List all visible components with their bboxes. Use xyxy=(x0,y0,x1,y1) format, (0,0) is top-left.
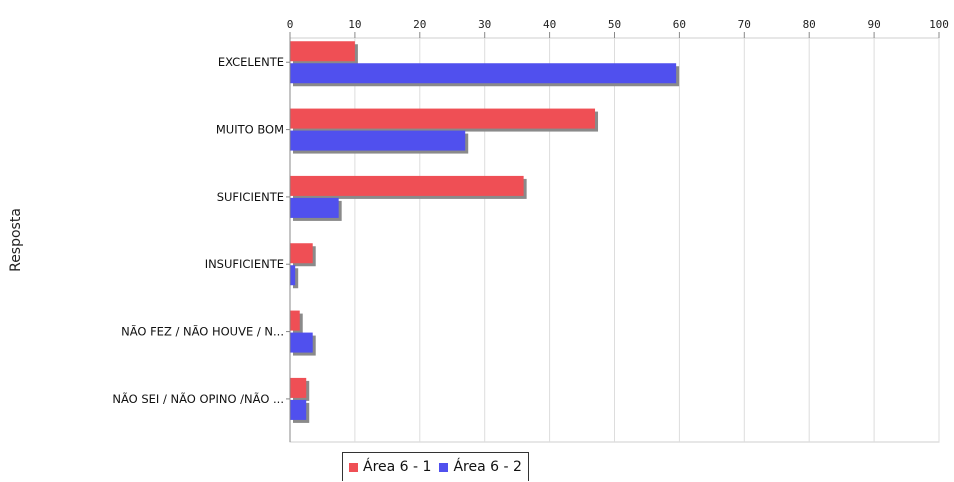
x-tick-label: 20 xyxy=(413,18,426,31)
category-label: INSUFICIENTE xyxy=(205,257,284,271)
category-label: EXCELENTE xyxy=(218,55,284,69)
x-tick-label: 40 xyxy=(543,18,556,31)
x-tick-label: 0 xyxy=(287,18,294,31)
y-axis-categories: EXCELENTE MUITO BOM SUFICIENTE INSUFICIENTE… xyxy=(112,55,290,406)
legend-swatch-series-2 xyxy=(439,462,449,472)
bar-series-2 xyxy=(290,332,313,353)
x-tick-label: 50 xyxy=(608,18,621,31)
bar-series-2 xyxy=(290,265,296,286)
y-axis-label: Resposta xyxy=(8,208,24,272)
x-tick-label: 70 xyxy=(738,18,751,31)
x-tick-label: 80 xyxy=(803,18,816,31)
bar-series-2 xyxy=(290,399,307,420)
legend-label-series-2: Área 6 - 2 xyxy=(453,459,522,475)
bar-series-1 xyxy=(290,243,313,264)
x-tick-label: 90 xyxy=(867,18,880,31)
bar-series-1 xyxy=(290,41,355,62)
bar-shadow xyxy=(293,268,299,289)
grid-lines xyxy=(354,38,940,442)
legend: Área 6 - 1 Área 6 - 2 xyxy=(342,452,529,481)
legend-label-series-1: Área 6 - 1 xyxy=(363,459,432,475)
bar-series-2 xyxy=(290,63,677,84)
bar-series-1 xyxy=(290,310,300,331)
bar-series-1 xyxy=(290,377,307,398)
bar-series-2 xyxy=(290,130,466,151)
legend-swatch-series-1 xyxy=(349,462,358,472)
bar-series-1 xyxy=(290,108,596,129)
x-tick-label: 60 xyxy=(673,18,686,31)
legend-item-series-1: Área 6 - 1 xyxy=(349,459,431,475)
x-tick-label: 10 xyxy=(348,18,361,31)
bar-series-2 xyxy=(290,197,339,218)
bars xyxy=(290,41,680,423)
bar-series-1 xyxy=(290,175,524,196)
category-label: NÃO SEI / NÃO OPINO /NÃO ... xyxy=(112,391,284,406)
category-label: SUFICIENTE xyxy=(217,190,284,204)
category-label: NÃO FEZ / NÃO HOUVE / N... xyxy=(121,324,284,339)
x-tick-label: 30 xyxy=(478,18,491,31)
category-label: MUITO BOM xyxy=(216,123,284,137)
x-tick-label: 100 xyxy=(929,18,949,31)
legend-item-series-2: Área 6 - 2 xyxy=(439,459,522,475)
x-axis-ticks: 0 10 20 30 40 50 60 70 80 90 100 xyxy=(287,18,949,38)
